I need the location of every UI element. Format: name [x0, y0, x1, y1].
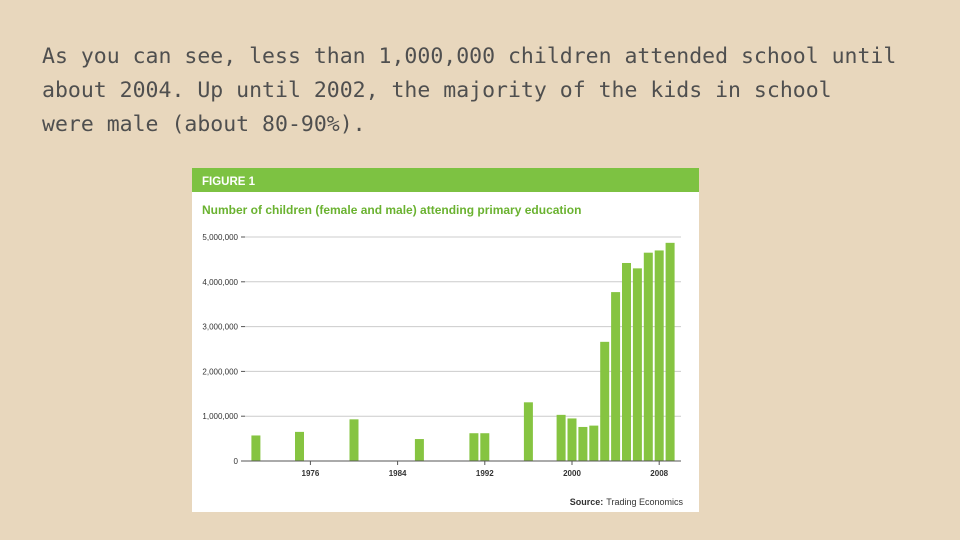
bar-2002-10 [589, 425, 599, 461]
bar-2009-17 [665, 242, 675, 461]
y-tick-label: 4,000,000 [202, 278, 238, 287]
bar-1991-4 [469, 433, 479, 461]
x-tick-label: 2000 [563, 469, 581, 478]
bars [251, 242, 675, 461]
x-tick-label: 1984 [389, 469, 407, 478]
bar-2000-8 [567, 418, 577, 461]
bar-2003-11 [600, 341, 610, 461]
bar-1971-0 [251, 435, 261, 461]
x-axis-ticks: 1976 1984 1992 2000 2008 [302, 461, 669, 478]
figure-label: FIGURE 1 [202, 176, 256, 188]
chart-title: Number of children (female and male) att… [202, 203, 581, 217]
y-tick-label: 0 [234, 457, 239, 466]
bar-1975-1 [295, 431, 304, 461]
bar-2006-14 [632, 268, 642, 461]
bar-2005-13 [622, 262, 631, 461]
source-label: Source: [570, 497, 604, 507]
x-tick-label: 1976 [302, 469, 320, 478]
bar-chart: FIGURE 1 Number of children (female and … [192, 168, 699, 507]
y-tick-label: 1,000,000 [202, 412, 238, 421]
bar-1996-6 [523, 402, 533, 461]
figure-panel: FIGURE 1 Number of children (female and … [192, 168, 699, 512]
y-tick-label: 5,000,000 [202, 233, 238, 242]
bar-1992-5 [480, 433, 490, 461]
source-note: Source: Trading Economics [570, 497, 684, 507]
slide-body-text: As you can see, less than 1,000,000 chil… [42, 44, 897, 137]
x-tick-label: 1992 [476, 469, 494, 478]
bar-2001-9 [578, 426, 588, 461]
bar-1980-2 [349, 419, 359, 461]
y-tick-label: 3,000,000 [202, 323, 238, 332]
source-name: Trading Economics [606, 497, 683, 507]
bar-2008-16 [654, 250, 664, 461]
bar-2004-12 [611, 292, 621, 461]
figure-header-bar [192, 168, 699, 192]
bar-2007-15 [643, 252, 653, 461]
bar-1999-7 [556, 414, 566, 461]
x-tick-label: 2008 [650, 469, 668, 478]
y-axis-ticks: 0 1,000,000 2,000,000 3,000,000 4,000,000 5,0… [202, 233, 245, 466]
y-tick-label: 2,000,000 [202, 367, 238, 376]
bar-1986-3 [414, 439, 424, 461]
